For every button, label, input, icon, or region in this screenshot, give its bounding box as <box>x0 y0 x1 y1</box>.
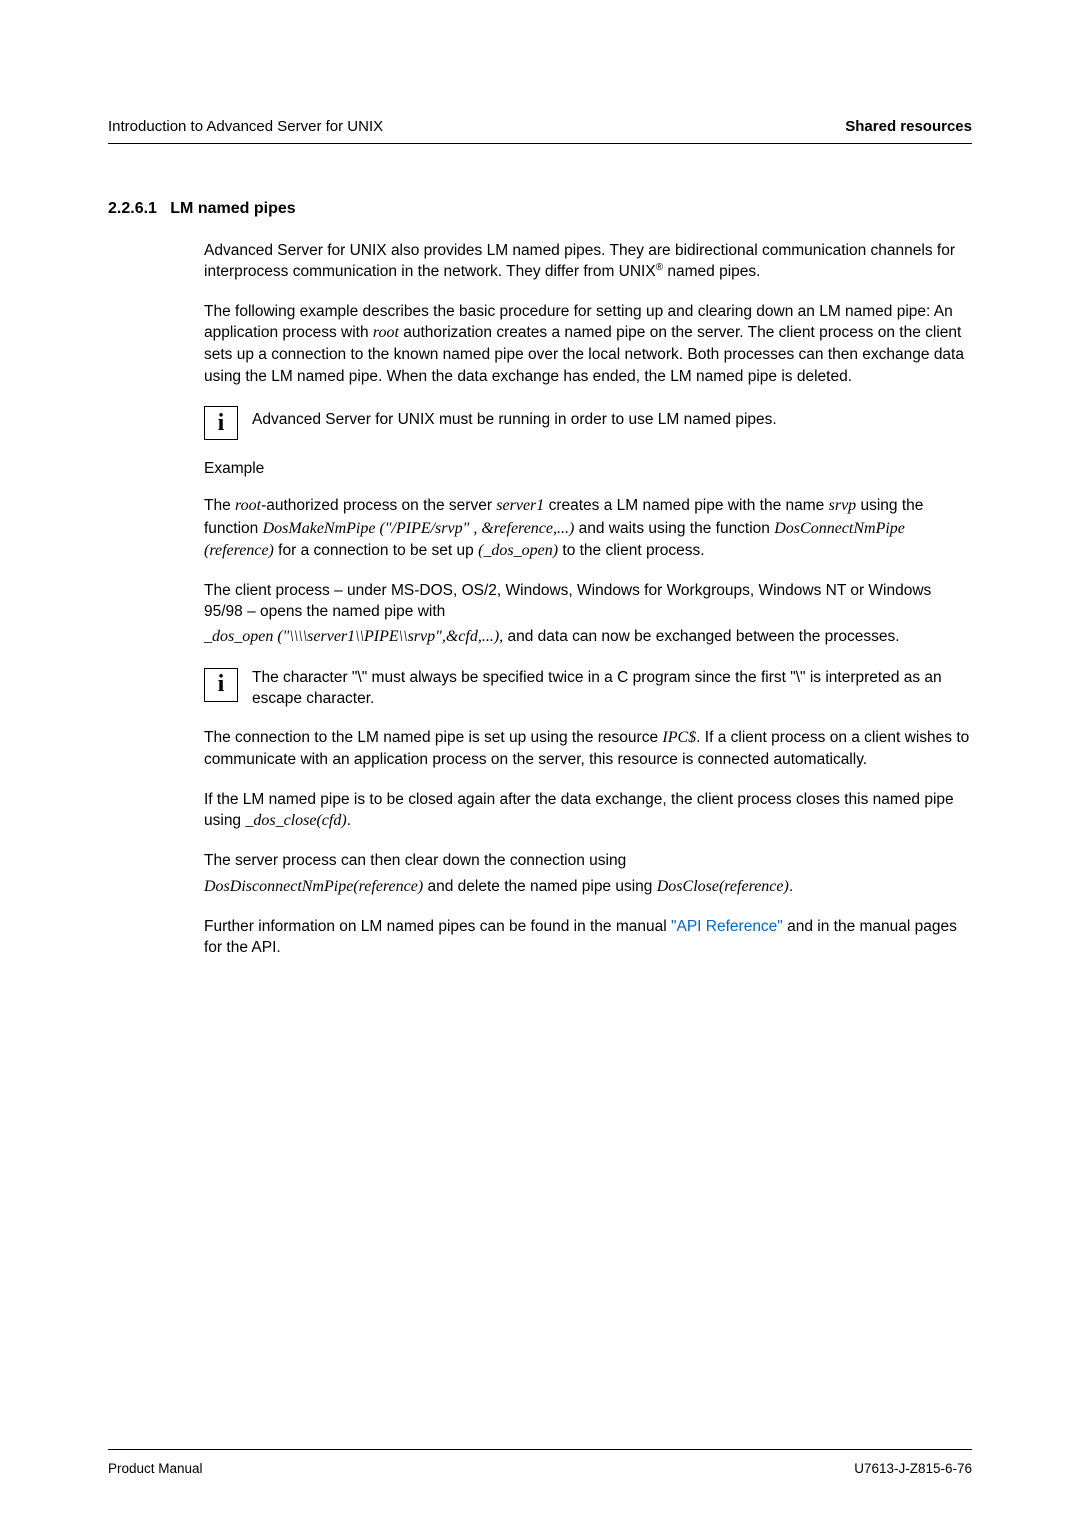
paragraph-8: Further information on LM named pipes ca… <box>204 916 972 959</box>
p7-fn1: DosDisconnectNmPipe(reference) <box>204 878 423 895</box>
p1-text-b: named pipes. <box>663 264 760 281</box>
p3-fn3: (_dos_open) <box>478 542 558 559</box>
p3f: for a connection to be set up <box>274 542 478 559</box>
p1-text-a: Advanced Server for UNIX also provides L… <box>204 242 955 281</box>
header-rule <box>108 143 972 144</box>
p3b: -authorized process on the server <box>261 497 496 514</box>
p3a: The <box>204 497 235 514</box>
p4b: and data can now be exchanged between th… <box>503 628 899 645</box>
paragraph-7-line1: The server process can then clear down t… <box>204 850 972 871</box>
p7b: and delete the named pipe using <box>423 878 657 895</box>
info-glyph: i <box>218 668 225 701</box>
paragraph-6: If the LM named pipe is to be closed aga… <box>204 789 972 832</box>
page-header: Introduction to Advanced Server for UNIX… <box>108 118 972 135</box>
p2-root: root <box>373 324 399 341</box>
p7-fn2: DosClose(reference) <box>657 878 789 895</box>
paragraph-3: The root-authorized process on the serve… <box>204 495 972 561</box>
info-icon: i <box>204 668 238 702</box>
p5a: The connection to the LM named pipe is s… <box>204 729 662 746</box>
paragraph-1: Advanced Server for UNIX also provides L… <box>204 240 972 283</box>
section-heading: 2.2.6.1 LM named pipes <box>108 200 972 218</box>
info-box-2: i The character "\" must always be speci… <box>204 667 972 710</box>
info-text-1: Advanced Server for UNIX must be running… <box>252 405 972 430</box>
api-reference-link[interactable]: "API Reference" <box>671 918 783 935</box>
paragraph-4-line1: The client process – under MS-DOS, OS/2,… <box>204 580 972 623</box>
info-text-2: The character "\" must always be specifi… <box>252 667 972 710</box>
info-icon: i <box>204 406 238 440</box>
page-footer: Product Manual U7613-J-Z815-6-76 <box>108 1461 972 1476</box>
content-body: Advanced Server for UNIX also provides L… <box>204 240 972 958</box>
p4-fn: _dos_open ("\\\\server1\\PIPE\\srvp",&cf… <box>204 628 503 645</box>
p3c: creates a LM named pipe with the name <box>544 497 828 514</box>
p3-fn1: DosMakeNmPipe ("/PIPE/srvp" , &reference… <box>263 520 575 537</box>
p3e: and waits using the function <box>574 520 774 537</box>
paragraph-7-line2: DosDisconnectNmPipe(reference) and delet… <box>204 876 972 898</box>
paragraph-2: The following example describes the basi… <box>204 301 972 387</box>
p6b: . <box>347 812 351 829</box>
p7c: . <box>789 878 793 895</box>
footer-right: U7613-J-Z815-6-76 <box>854 1461 972 1476</box>
page-container: Introduction to Advanced Server for UNIX… <box>0 0 1080 1036</box>
header-right: Shared resources <box>845 118 972 135</box>
example-label: Example <box>204 458 972 479</box>
p6-fn: _dos_close(cfd) <box>245 812 346 829</box>
paragraph-4-line2: _dos_open ("\\\\server1\\PIPE\\srvp",&cf… <box>204 626 972 648</box>
section-number: 2.2.6.1 <box>108 200 157 217</box>
p8a: Further information on LM named pipes ca… <box>204 918 671 935</box>
footer-left: Product Manual <box>108 1461 203 1476</box>
info-glyph: i <box>218 407 225 440</box>
registered-icon: ® <box>656 262 663 273</box>
header-left: Introduction to Advanced Server for UNIX <box>108 118 383 135</box>
footer-rule <box>108 1449 972 1450</box>
info-box-1: i Advanced Server for UNIX must be runni… <box>204 405 972 440</box>
section-title: LM named pipes <box>170 200 295 217</box>
p3-srvp: srvp <box>829 497 857 514</box>
paragraph-5: The connection to the LM named pipe is s… <box>204 727 972 770</box>
p4a: The client process – under MS-DOS, OS/2,… <box>204 582 931 620</box>
p3g: to the client process. <box>558 542 704 559</box>
p3-server1: server1 <box>496 497 544 514</box>
p3-root: root <box>235 497 261 514</box>
p5-ipc: IPC$ <box>662 729 696 746</box>
